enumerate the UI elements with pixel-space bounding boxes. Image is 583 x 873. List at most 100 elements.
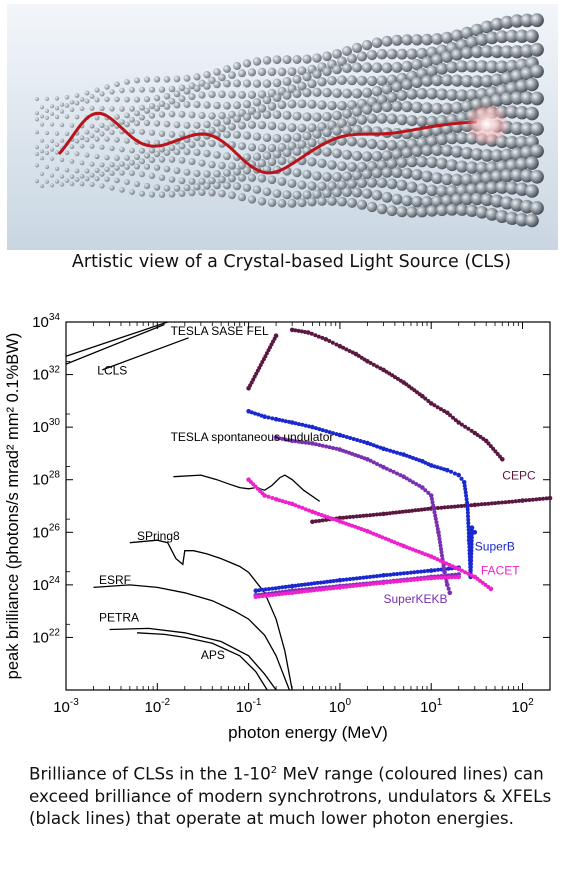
atom bbox=[129, 105, 135, 112]
atom bbox=[520, 168, 534, 183]
atom bbox=[35, 179, 39, 184]
atom bbox=[480, 74, 494, 88]
series-dot-superkekb bbox=[303, 440, 308, 445]
series-dot-cepc bbox=[347, 349, 352, 353]
atom bbox=[450, 173, 464, 186]
series-point-cepc bbox=[305, 330, 311, 335]
atom bbox=[158, 86, 166, 93]
atom bbox=[327, 196, 337, 206]
atom bbox=[198, 188, 206, 196]
atom bbox=[307, 157, 317, 167]
atom bbox=[233, 167, 241, 176]
series-dot-facet bbox=[341, 520, 345, 525]
atom bbox=[114, 137, 120, 143]
atom bbox=[431, 53, 443, 66]
series-dot-cepc bbox=[358, 514, 362, 519]
atom bbox=[332, 172, 342, 182]
atom bbox=[94, 136, 100, 142]
atom bbox=[267, 143, 277, 153]
series-label-spring8: SPring8 bbox=[137, 529, 180, 543]
series-dot-superb bbox=[312, 581, 317, 586]
atom bbox=[282, 133, 292, 143]
series-dot-facet bbox=[283, 591, 288, 596]
series-dot-cepc bbox=[438, 407, 443, 412]
atom bbox=[401, 195, 413, 207]
series-dot-superb bbox=[283, 584, 288, 589]
series-dot-superb bbox=[296, 422, 301, 427]
series-dot-superkekb bbox=[368, 458, 373, 463]
atom bbox=[391, 61, 403, 73]
atom bbox=[327, 160, 337, 170]
atom bbox=[104, 96, 110, 103]
series-dot-cepc bbox=[313, 519, 318, 524]
series-point-superb bbox=[253, 588, 259, 593]
series-point-superb bbox=[428, 463, 434, 468]
atom bbox=[411, 169, 423, 181]
series-dot-facet bbox=[446, 575, 451, 580]
atom bbox=[361, 151, 373, 162]
atom bbox=[193, 73, 201, 81]
series-dot-cepc bbox=[361, 513, 366, 518]
series-dot-cepc bbox=[387, 371, 392, 376]
atom bbox=[203, 170, 211, 178]
atom bbox=[54, 179, 60, 184]
series-dot-facet bbox=[306, 589, 311, 593]
atom bbox=[505, 181, 519, 195]
atom bbox=[49, 104, 55, 109]
atom bbox=[49, 122, 55, 127]
atom bbox=[242, 79, 252, 88]
series-dot-cepc bbox=[317, 518, 322, 523]
series-dot-facet bbox=[307, 508, 311, 513]
atom bbox=[262, 133, 272, 142]
atom bbox=[297, 81, 307, 91]
atom bbox=[406, 206, 418, 218]
atom bbox=[455, 160, 469, 173]
series-point-superb bbox=[337, 577, 343, 583]
series-dot-superb bbox=[331, 579, 336, 583]
atom bbox=[213, 119, 221, 127]
atom bbox=[317, 181, 327, 191]
atom bbox=[89, 123, 95, 129]
atom bbox=[114, 155, 120, 161]
series-dot-superb bbox=[364, 575, 369, 580]
atom bbox=[446, 61, 458, 74]
series-dot-cepc bbox=[530, 497, 535, 502]
atom bbox=[173, 184, 181, 192]
atom bbox=[530, 91, 544, 106]
atom bbox=[257, 90, 267, 99]
atom bbox=[233, 130, 241, 139]
atom bbox=[386, 113, 398, 125]
atom bbox=[139, 104, 145, 111]
series-dot-facet bbox=[273, 592, 278, 597]
atom bbox=[158, 111, 166, 118]
series-dot-facet bbox=[313, 510, 318, 515]
atom bbox=[347, 75, 357, 86]
series-dot-cepc bbox=[537, 497, 542, 501]
atom bbox=[455, 89, 469, 102]
atom bbox=[89, 182, 95, 187]
atom bbox=[223, 130, 231, 139]
atom bbox=[99, 183, 105, 189]
atom bbox=[94, 115, 100, 121]
series-dot-superb bbox=[463, 487, 468, 491]
atom bbox=[168, 176, 176, 183]
series-dot-cepc bbox=[313, 333, 318, 338]
series-point-cepc bbox=[500, 457, 505, 462]
atom bbox=[446, 203, 458, 216]
atom bbox=[242, 59, 252, 68]
atom bbox=[470, 148, 484, 161]
series-dot-superb bbox=[355, 438, 360, 442]
atom bbox=[475, 60, 489, 73]
y-tick-label: 1030 bbox=[32, 417, 60, 436]
atom bbox=[153, 120, 161, 127]
atom bbox=[178, 95, 186, 103]
atom bbox=[322, 127, 332, 138]
atom bbox=[64, 114, 70, 119]
atom bbox=[525, 29, 539, 43]
atom bbox=[470, 23, 484, 37]
atom bbox=[84, 152, 90, 158]
series-dot-facet bbox=[392, 540, 397, 545]
atom bbox=[99, 171, 105, 177]
atom bbox=[421, 75, 433, 87]
atom bbox=[515, 182, 529, 196]
